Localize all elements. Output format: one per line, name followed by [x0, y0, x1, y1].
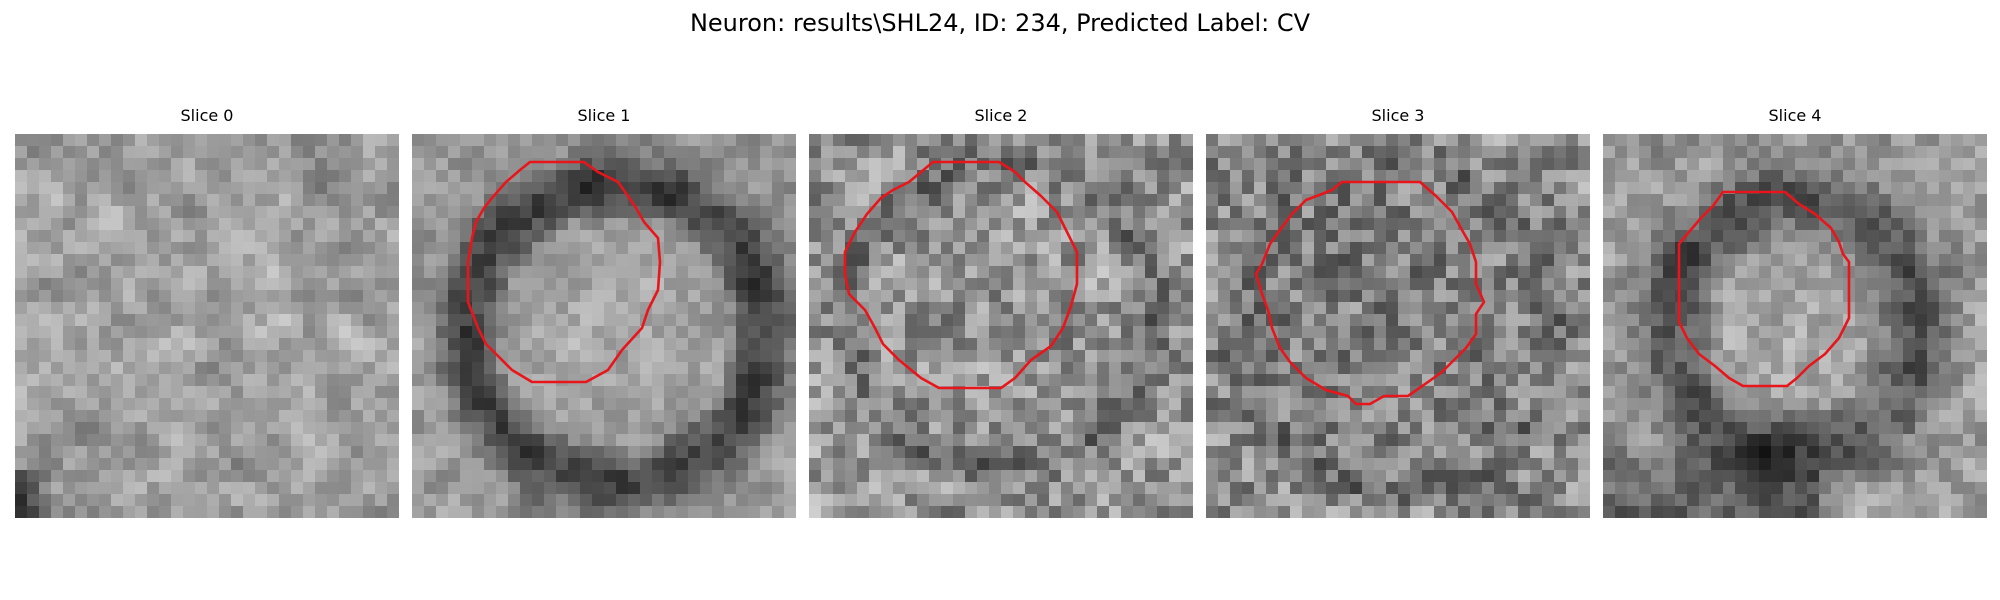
slice-image [809, 134, 1193, 518]
slice-title: Slice 0 [15, 106, 399, 126]
slice-image [1603, 134, 1987, 518]
slice-image [15, 134, 399, 518]
slice-title: Slice 3 [1206, 106, 1590, 126]
slice-title: Slice 1 [412, 106, 796, 126]
slice-image [1206, 134, 1590, 518]
slice-image [412, 134, 796, 518]
slice-title: Slice 2 [809, 106, 1193, 126]
slice-title: Slice 4 [1603, 106, 1987, 126]
